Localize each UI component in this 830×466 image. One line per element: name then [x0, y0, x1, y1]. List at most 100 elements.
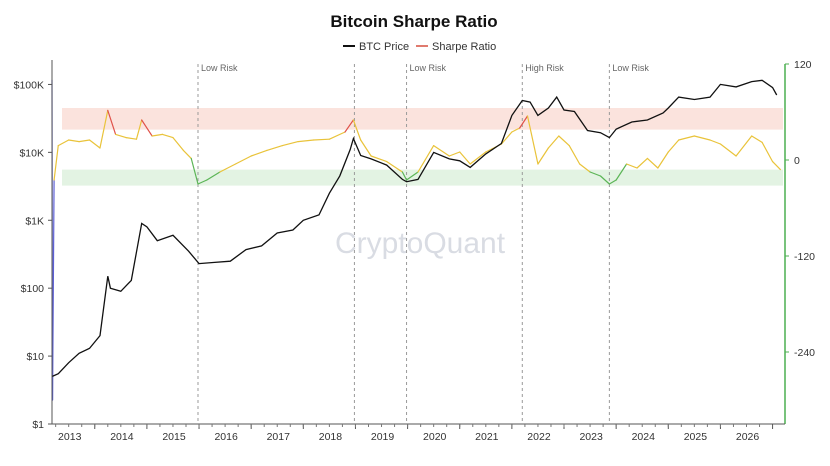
x-axis: 2013 2014 2015 2016 2017 2018 2019 2020 2021 2022…: [52, 423, 785, 443]
sharpe-segment: [459, 151, 471, 165]
right-tick-label: 0: [794, 155, 800, 167]
sharpe-segment: [161, 133, 174, 139]
sharpe-segment: [386, 161, 403, 173]
sharpe-segment: [579, 163, 591, 173]
sharpe-segment: [234, 155, 252, 165]
sharpe-segment: [57, 139, 70, 147]
sharpe-segment: [401, 171, 408, 181]
x-tick-label: 2023: [579, 431, 603, 443]
sharpe-segment: [568, 145, 581, 165]
x-tick-label: 2021: [475, 431, 499, 443]
sharpe-segment: [636, 157, 649, 169]
left-tick-label: $100K: [14, 79, 44, 91]
sharpe-segment: [107, 109, 117, 135]
sharpe-segment: [657, 151, 669, 169]
sharpe-segment: [678, 135, 695, 141]
sharpe-segment: [537, 147, 549, 165]
x-tick-label: 2025: [684, 431, 708, 443]
sharpe-segment: [313, 138, 330, 141]
x-tick-label: 2015: [162, 431, 186, 443]
x-tick-label: 2016: [214, 431, 238, 443]
sharpe-segment: [558, 135, 570, 147]
legend-label-sharpe: Sharpe Ratio: [432, 41, 496, 53]
sharpe-segment: [151, 133, 164, 137]
sharpe-segment: [500, 131, 513, 145]
right-tick-label: -120: [794, 251, 815, 263]
left-tick-label: $1: [32, 419, 44, 431]
sharpe-segment: [370, 155, 388, 163]
sharpe-segment: [125, 137, 138, 140]
left-tick-label: $100: [21, 283, 45, 295]
sharpe-segment: [344, 119, 354, 133]
btc-price-line: [51, 79, 778, 378]
sharpe-segment: [141, 119, 153, 137]
watermark: CryptoQuant: [335, 227, 506, 260]
sharpe-segment: [693, 135, 711, 141]
x-tick-label: 2020: [423, 431, 447, 443]
chart-title-group: Bitcoin Sharpe Ratio: [330, 12, 497, 31]
sharpe-segment: [219, 163, 237, 173]
event-label: Low Risk: [201, 63, 238, 73]
x-tick-label: 2013: [58, 431, 82, 443]
sharpe-segment: [511, 127, 521, 133]
event-label: Low Risk: [612, 63, 649, 73]
sharpe-segment: [352, 119, 362, 141]
event-label: Low Risk: [410, 63, 447, 73]
x-tick-label: 2018: [319, 431, 343, 443]
band-high: [62, 108, 783, 130]
sharpe-segment: [206, 171, 221, 181]
sharpe-segment: [719, 143, 737, 157]
sharpe-segment: [417, 145, 435, 173]
sharpe-segment: [608, 179, 617, 185]
x-tick-label: 2019: [371, 431, 395, 443]
sharpe-segment: [735, 135, 753, 157]
sharpe-segment: [615, 163, 628, 181]
sharpe-segment: [761, 141, 774, 163]
x-tick-label: 2017: [267, 431, 291, 443]
sharpe-segment: [266, 145, 284, 151]
right-axis: 120 0 -120 -240: [784, 59, 815, 424]
right-tick-label: -240: [794, 347, 815, 359]
legend-label-price: BTC Price: [359, 41, 409, 53]
event-label: High Risk: [525, 63, 564, 73]
sharpe-segment: [297, 139, 315, 143]
x-tick-label: 2014: [110, 431, 134, 443]
sharpe-segment: [433, 145, 450, 157]
legend: BTC Price Sharpe Ratio: [343, 41, 496, 53]
sharpe-segment: [667, 139, 680, 153]
chart-title: Bitcoin Sharpe Ratio: [330, 12, 497, 31]
sharpe-segment: [646, 157, 659, 169]
sharpe-segment: [53, 145, 59, 181]
left-tick-label: $1K: [25, 215, 44, 227]
right-tick-label: 120: [794, 59, 812, 71]
band-low: [62, 169, 783, 186]
x-tick-label: 2024: [632, 431, 656, 443]
sharpe-segment: [190, 157, 199, 185]
left-axis: $1 $10 $100 $1K $10K $100K: [14, 60, 53, 431]
sharpe-segment: [78, 139, 91, 143]
x-tick-label: 2022: [527, 431, 551, 443]
sharpe-segment: [709, 139, 722, 145]
sharpe-segment: [547, 135, 560, 149]
sharpe-segment: [115, 133, 127, 139]
sharpe-segment: [599, 175, 610, 185]
sharpe-segment: [589, 171, 602, 177]
sharpe-segment: [135, 119, 143, 140]
sharpe-segment: [88, 139, 101, 149]
sharpe-segment: [771, 161, 781, 171]
left-tick-label: $10: [26, 351, 44, 363]
sharpe-segment: [197, 179, 208, 185]
sharpe-segment: [405, 171, 419, 181]
sharpe-segment: [51, 179, 55, 401]
sharpe-segment: [469, 151, 487, 165]
sharpe-segment: [250, 149, 268, 157]
left-tick-label: $10K: [19, 147, 44, 159]
sharpe-segment: [360, 139, 372, 157]
sharpe-segment: [328, 131, 346, 140]
sharpe-segment: [519, 115, 529, 129]
risk-bands: [62, 108, 783, 186]
sharpe-segment: [625, 163, 638, 169]
sharpe-segment: [751, 135, 763, 143]
sharpe-segment: [526, 115, 539, 165]
